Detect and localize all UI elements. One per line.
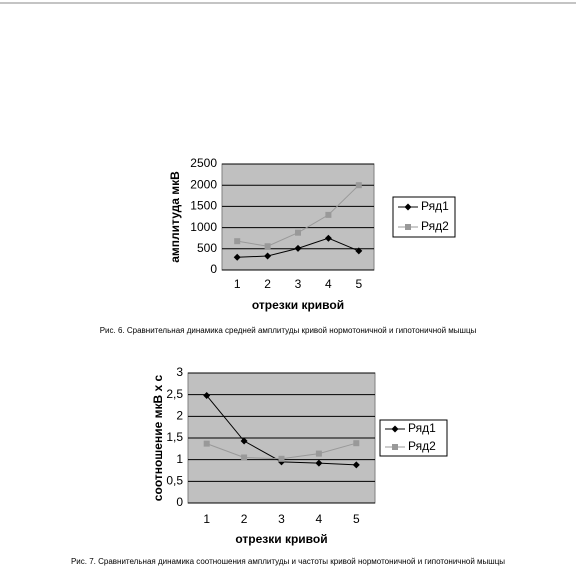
marker <box>352 461 360 469</box>
x-axis-label: отрезки кривой <box>252 298 344 312</box>
y-tick-label: 0 <box>210 262 217 276</box>
marker <box>404 203 412 211</box>
legend-label: Ряд2 <box>408 439 436 453</box>
legend <box>379 419 448 457</box>
marker <box>240 437 248 445</box>
y-tick-label: 2 <box>176 409 183 423</box>
plot-area <box>221 163 375 271</box>
y-tick-label: 1500 <box>190 199 217 213</box>
marker <box>315 459 323 467</box>
marker <box>234 238 241 245</box>
marker <box>233 253 241 261</box>
marker <box>264 243 271 250</box>
y-tick-label: 2000 <box>190 177 217 191</box>
y-axis-label: соотношение мкВ х с <box>151 374 165 501</box>
y-tick-label: 2,5 <box>166 387 183 401</box>
marker <box>325 211 332 218</box>
x-axis-label: отрезки кривой <box>235 532 327 546</box>
x-tick-label: 1 <box>203 512 210 526</box>
x-tick-label: 3 <box>278 512 285 526</box>
marker <box>355 247 363 255</box>
x-tick-label: 2 <box>264 277 271 291</box>
x-tick-label: 4 <box>325 277 332 291</box>
marker <box>353 440 360 447</box>
legend-label: Ряд2 <box>421 219 449 233</box>
y-tick-label: 1,5 <box>166 430 183 444</box>
marker <box>294 244 302 252</box>
y-tick-label: 2500 <box>190 156 217 170</box>
legend <box>392 196 456 238</box>
marker <box>391 425 399 433</box>
y-tick-label: 0 <box>176 495 183 509</box>
y-axis-label: амплитуда мкВ <box>168 171 182 263</box>
marker <box>203 392 211 400</box>
marker <box>405 224 411 230</box>
marker <box>355 182 362 189</box>
marker <box>392 444 398 450</box>
marker <box>264 252 272 260</box>
x-tick-label: 5 <box>353 512 360 526</box>
marker <box>203 440 210 447</box>
x-tick-label: 5 <box>355 277 362 291</box>
legend-label: Ряд1 <box>408 421 436 435</box>
legend-label: Ряд1 <box>421 199 449 213</box>
marker <box>324 234 332 242</box>
marker <box>241 454 248 461</box>
y-tick-label: 1000 <box>190 220 217 234</box>
marker <box>315 450 322 457</box>
caption: Рис. 7. Сравнительная динамика соотношен… <box>71 557 505 566</box>
marker <box>295 229 301 236</box>
x-tick-label: 4 <box>316 512 323 526</box>
caption: Рис. 6. Сравнительная динамика средней а… <box>100 326 477 335</box>
marker <box>278 455 285 462</box>
y-tick-label: 1 <box>176 452 183 466</box>
x-tick-label: 3 <box>295 277 302 291</box>
y-tick-label: 3 <box>176 365 183 379</box>
x-tick-label: 1 <box>234 277 241 291</box>
y-tick-label: 500 <box>197 241 217 255</box>
y-tick-label: 0,5 <box>166 474 183 488</box>
x-tick-label: 2 <box>241 512 248 526</box>
